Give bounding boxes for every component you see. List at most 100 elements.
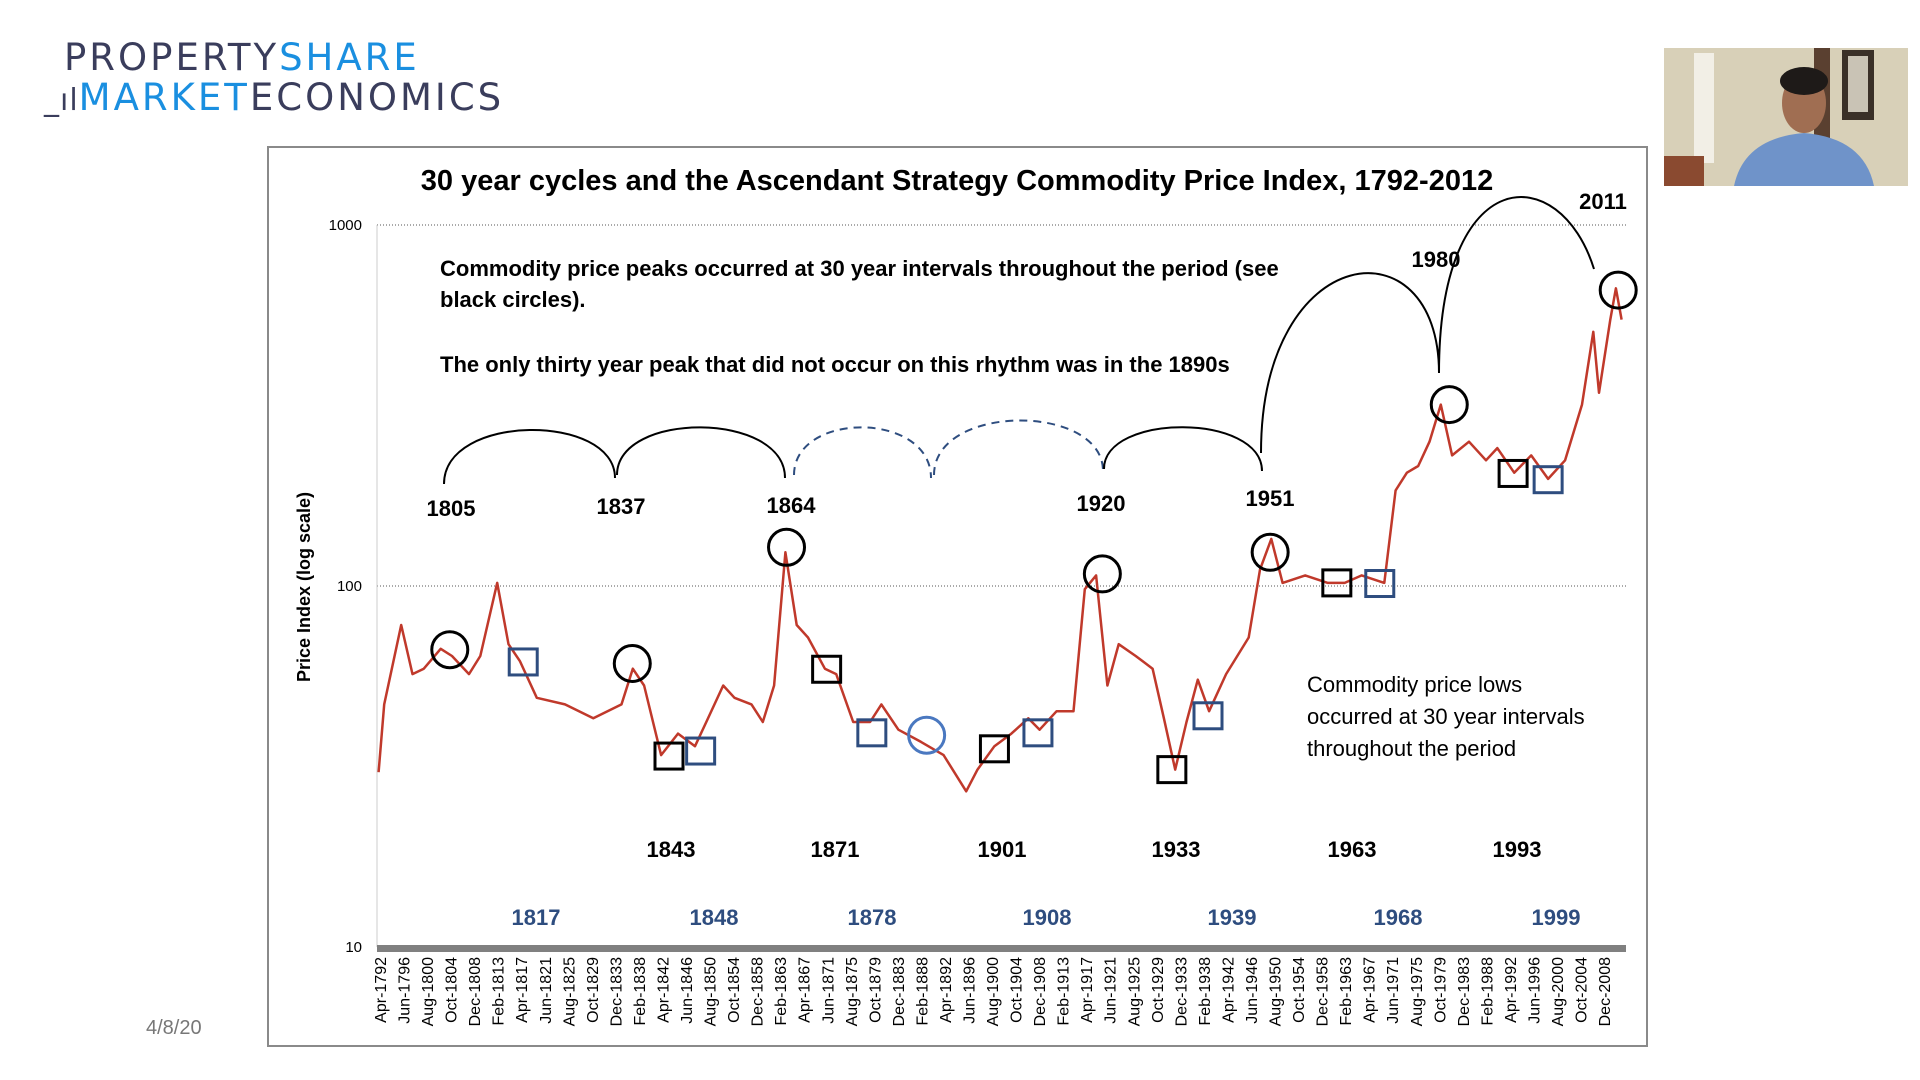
x-tick-label: Dec-1958 — [1315, 957, 1332, 1026]
lows-annotation-line3: throughout the period — [1307, 736, 1516, 761]
logo-text-property: PROPERTY — [64, 36, 280, 79]
x-tick-label: Oct-1829 — [585, 957, 602, 1023]
blue-low-square-marker — [1364, 569, 1396, 599]
y-tick-1000: 1000 — [329, 217, 362, 234]
peak-label: 1864 — [767, 493, 817, 518]
price-index-line — [377, 287, 1623, 793]
blue-low-square-marker — [1022, 718, 1054, 748]
logo-text-share: SHARE — [279, 36, 420, 79]
peak-circle-marker — [430, 630, 470, 670]
x-tick-label: Aug-1950 — [1268, 957, 1285, 1026]
blue-circle-marker — [907, 715, 947, 755]
x-tick-label: Apr-1967 — [1362, 957, 1379, 1023]
low-square-marker — [1497, 458, 1529, 488]
x-tick-label: Apr-1792 — [373, 957, 390, 1023]
blue-low-label: 1817 — [512, 905, 561, 930]
x-tick-label: Jun-1846 — [679, 957, 696, 1024]
x-tick-label: Feb-1813 — [491, 957, 508, 1026]
x-tick-label: Apr-1842 — [655, 957, 672, 1023]
x-tick-label: Dec-1908 — [1032, 957, 1049, 1026]
blue-low-label: 1908 — [1023, 905, 1072, 930]
x-tick-label: Aug-2000 — [1550, 957, 1567, 1026]
x-tick-label: Feb-1888 — [914, 957, 931, 1026]
chart-title: 30 year cycles and the Ascendant Strateg… — [421, 165, 1493, 197]
low-square-marker — [811, 654, 843, 684]
webcam-scene-icon — [1664, 48, 1908, 186]
cycle-arc-1951-1980 — [1260, 272, 1440, 454]
x-tick-label: Jun-1921 — [1103, 957, 1120, 1024]
low-square-marker — [978, 734, 1010, 764]
x-tick-label: Oct-1854 — [726, 957, 743, 1023]
x-tick-label: Feb-1963 — [1338, 957, 1355, 1026]
x-tick-label: Jun-1996 — [1526, 957, 1543, 1024]
low-label: 1901 — [978, 837, 1027, 862]
x-tick-label: Apr-1817 — [514, 957, 531, 1023]
cycle-arc-dashed-2 — [933, 419, 1104, 476]
x-tick-label: Feb-1988 — [1479, 957, 1496, 1026]
x-axis-bar — [377, 945, 1626, 952]
low-label: 1933 — [1152, 837, 1201, 862]
cycle-arc-1837-1864 — [616, 426, 786, 479]
logo-bars-icon: _ıl — [44, 83, 79, 118]
x-tick-labels: Apr-1792 Jun-1796 Aug-1800 Oct-1804 Dec-1808… — [373, 957, 1614, 1026]
blue-low-square-marker — [856, 718, 888, 748]
x-tick-label: Dec-1833 — [608, 957, 625, 1026]
x-tick-label: Aug-1850 — [703, 957, 720, 1026]
x-tick-label: Oct-1904 — [1009, 957, 1026, 1023]
slide-date: 4/8/20 — [146, 1017, 202, 1039]
blue-low-label: 1848 — [690, 905, 739, 930]
x-tick-label: Oct-1804 — [444, 957, 461, 1023]
x-tick-label: Aug-1800 — [420, 957, 437, 1026]
peak-label: 1951 — [1246, 486, 1295, 511]
y-axis-label: Price Index (log scale) — [294, 492, 314, 682]
peak-circle-marker — [1250, 532, 1290, 572]
x-tick-label: Apr-1917 — [1079, 957, 1096, 1023]
low-label: 1993 — [1493, 837, 1542, 862]
x-tick-label: Oct-1979 — [1432, 957, 1449, 1023]
blue-low-square-marker — [507, 647, 539, 677]
cycle-arc-1920-1951 — [1103, 426, 1263, 472]
x-tick-label: Jun-1971 — [1385, 957, 1402, 1024]
x-tick-label: Dec-1858 — [750, 957, 767, 1026]
x-tick-label: Feb-1913 — [1056, 957, 1073, 1026]
x-tick-label: Feb-1863 — [773, 957, 790, 1026]
x-tick-label: Apr-1992 — [1503, 957, 1520, 1023]
peak-label: 2011 — [1579, 189, 1627, 214]
peak-circle-marker — [1429, 385, 1469, 425]
logo-text-economics: ECONOMICS — [249, 76, 505, 119]
blue-low-square-marker — [1532, 465, 1564, 495]
x-tick-label: Oct-1929 — [1150, 957, 1167, 1023]
low-square-marker — [653, 741, 685, 771]
peak-circle-marker — [767, 527, 807, 567]
x-tick-label: Dec-1933 — [1173, 957, 1190, 1026]
x-tick-label: Jun-1821 — [538, 957, 555, 1024]
low-label: 1871 — [811, 837, 860, 862]
cycle-arc-1805-1837 — [443, 429, 616, 485]
low-square-marker — [1156, 755, 1188, 785]
x-tick-label: Aug-1825 — [561, 957, 578, 1026]
low-square-marker — [1321, 568, 1353, 598]
x-tick-label: Feb-1838 — [632, 957, 649, 1026]
x-tick-label: Oct-1879 — [867, 957, 884, 1023]
cycle-arc-1980-2011 — [1438, 196, 1595, 374]
x-tick-label: Apr-1867 — [797, 957, 814, 1023]
blue-low-label: 1939 — [1208, 905, 1257, 930]
exception-annotation: The only thirty year peak that did not o… — [440, 352, 1230, 377]
peak-circle-marker — [1082, 554, 1122, 594]
x-tick-label: Dec-1808 — [467, 957, 484, 1026]
presenter-webcam — [1664, 48, 1908, 186]
x-tick-label: Jun-1896 — [962, 957, 979, 1024]
x-tick-label: Apr-1942 — [1220, 957, 1237, 1023]
cycle-arc-dashed-1 — [793, 426, 932, 479]
peaks-annotation-line1: Commodity price peaks occurred at 30 yea… — [440, 256, 1279, 281]
y-tick-100: 100 — [337, 578, 362, 595]
x-tick-label: Jun-1796 — [397, 957, 414, 1024]
x-tick-label: Oct-2004 — [1574, 957, 1591, 1023]
lows-annotation-line1: Commodity price lows — [1307, 672, 1522, 697]
low-label: 1963 — [1328, 837, 1377, 862]
peak-label: 1805 — [427, 496, 476, 521]
peak-circle-marker — [1598, 270, 1638, 310]
company-logo: PROPERTYSHARE _ılMARKETECONOMICS — [44, 38, 504, 121]
x-tick-label: Aug-1975 — [1409, 957, 1426, 1026]
